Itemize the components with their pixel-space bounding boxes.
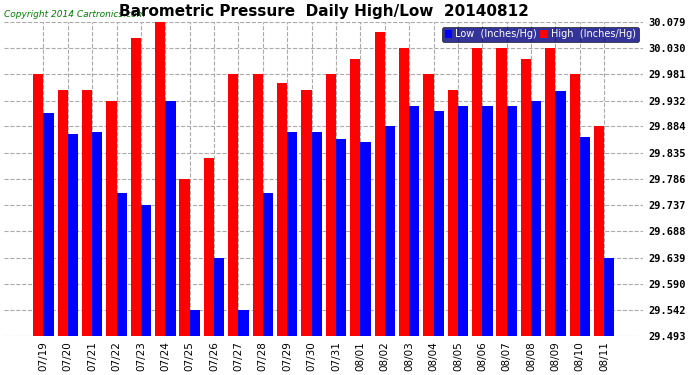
Bar	[239, 310, 248, 336]
Bar	[506, 106, 517, 336]
Legend: Low  (Inches/Hg), High  (Inches/Hg): Low (Inches/Hg), High (Inches/Hg)	[442, 27, 639, 42]
Bar	[277, 83, 287, 336]
Bar	[312, 132, 322, 336]
Bar	[130, 38, 141, 336]
Bar	[496, 48, 506, 336]
Bar	[82, 90, 92, 336]
Bar	[433, 111, 444, 336]
Bar	[336, 139, 346, 336]
Bar	[106, 100, 117, 336]
Bar	[521, 59, 531, 336]
Text: Copyright 2014 Cartronics.com: Copyright 2014 Cartronics.com	[4, 10, 146, 19]
Bar	[92, 132, 102, 336]
Bar	[594, 126, 604, 336]
Bar	[555, 91, 566, 336]
Bar	[253, 74, 263, 336]
Bar	[302, 90, 312, 336]
Bar	[155, 22, 166, 336]
Bar	[190, 310, 200, 336]
Bar	[409, 106, 420, 336]
Bar	[604, 258, 614, 336]
Bar	[228, 74, 239, 336]
Bar	[580, 136, 590, 336]
Bar	[43, 114, 54, 336]
Bar	[166, 100, 175, 336]
Bar	[204, 158, 214, 336]
Bar	[375, 33, 385, 336]
Bar	[326, 74, 336, 336]
Bar	[423, 74, 433, 336]
Bar	[214, 258, 224, 336]
Bar	[360, 142, 371, 336]
Bar	[472, 48, 482, 336]
Bar	[57, 90, 68, 336]
Bar	[117, 193, 127, 336]
Title: Barometric Pressure  Daily High/Low  20140812: Barometric Pressure Daily High/Low 20140…	[119, 4, 529, 19]
Bar	[448, 90, 458, 336]
Bar	[385, 126, 395, 336]
Bar	[569, 74, 580, 336]
Bar	[287, 132, 297, 336]
Bar	[263, 193, 273, 336]
Bar	[179, 179, 190, 336]
Bar	[33, 74, 43, 336]
Bar	[141, 205, 151, 336]
Bar	[350, 59, 360, 336]
Bar	[68, 134, 78, 336]
Bar	[531, 100, 541, 336]
Bar	[545, 48, 555, 336]
Bar	[458, 106, 468, 336]
Bar	[482, 106, 493, 336]
Bar	[399, 48, 409, 336]
